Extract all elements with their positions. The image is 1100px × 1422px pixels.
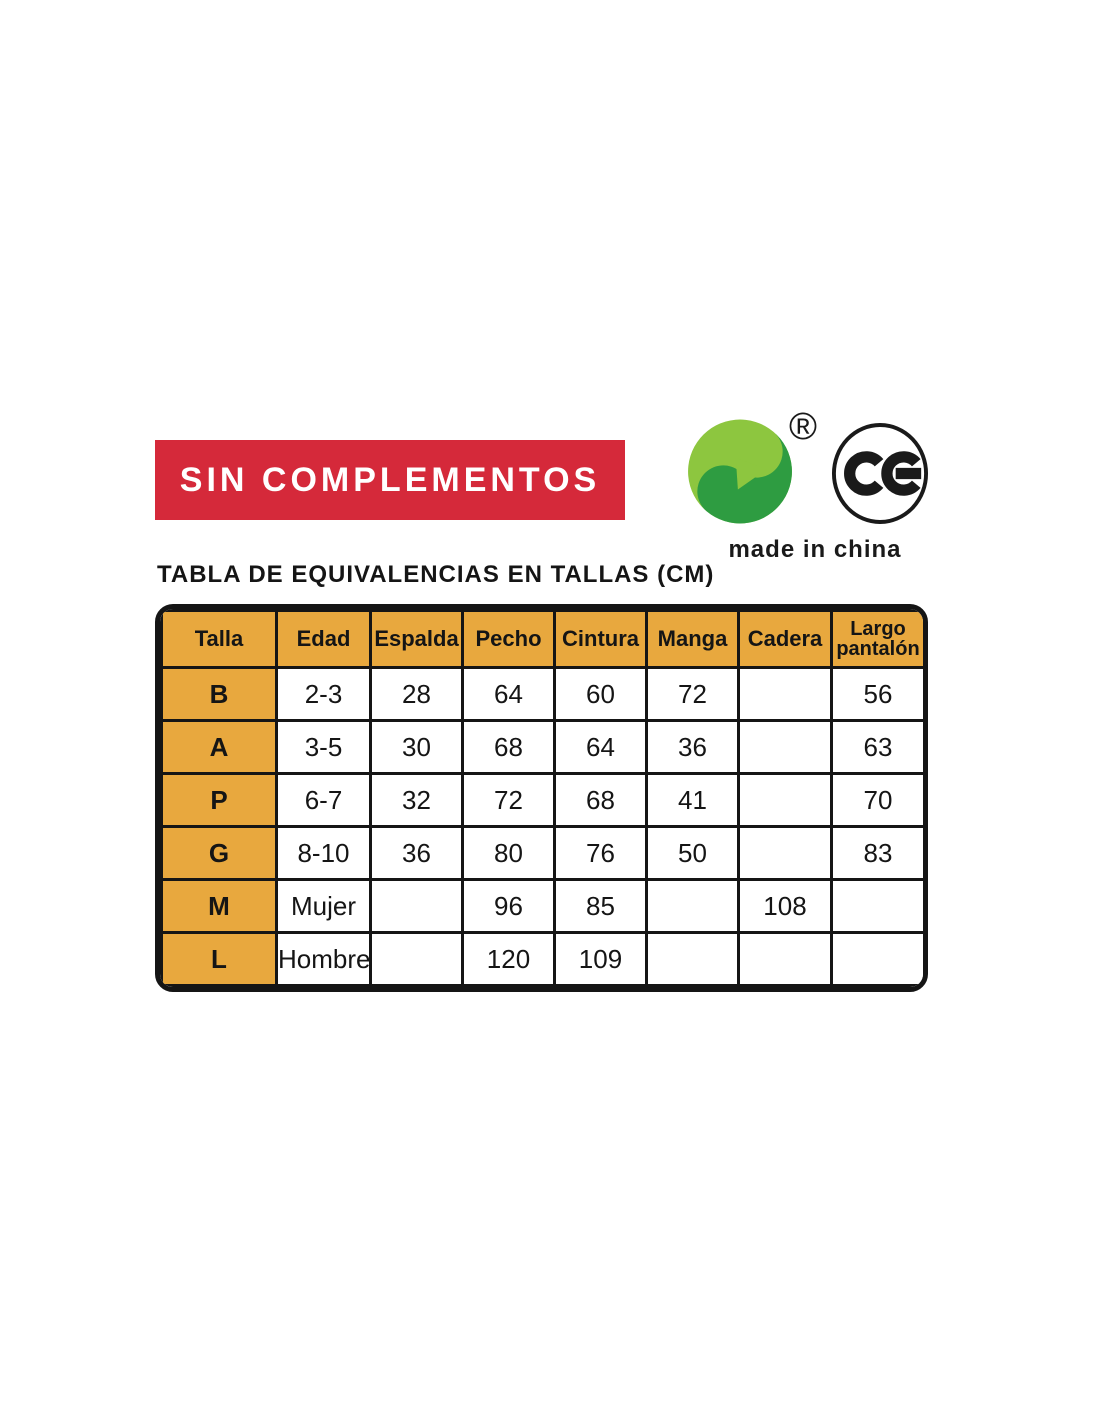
cell-pecho: 68 [461,719,556,775]
cell-pecho: 72 [461,772,556,828]
row-label: A [160,719,278,775]
cell-edad: 6-7 [275,772,372,828]
cell-espalda: 28 [369,666,464,722]
cell-edad: 2-3 [275,666,372,722]
cell-edad: Hombre [275,931,372,987]
cell-espalda: 36 [369,825,464,881]
cell-cadera [737,772,833,828]
cell-manga: 50 [645,825,740,881]
cell-espalda [369,931,464,987]
cell-largo: 63 [830,719,923,775]
cell-cintura: 60 [553,666,648,722]
size-equivalence-table: Talla Edad Espalda Pecho Cintura Manga C… [155,604,928,992]
table-row-g: G 8-10 36 80 76 50 83 [160,825,923,881]
row-label: B [160,666,278,722]
cell-largo [830,878,923,934]
table-row-m: M Mujer 96 85 108 [160,878,923,934]
column-header-edad: Edad [275,609,372,669]
header-row: Talla Edad Espalda Pecho Cintura Manga C… [160,609,923,669]
column-header-manga: Manga [645,609,740,669]
cell-espalda: 32 [369,772,464,828]
banner: SIN COMPLEMENTOS [155,440,625,520]
table-row-a: A 3-5 30 68 64 36 63 [160,719,923,775]
table-row-p: P 6-7 32 72 68 41 70 [160,772,923,828]
cell-cadera: 108 [737,878,833,934]
cell-cintura: 109 [553,931,648,987]
cell-pecho: 80 [461,825,556,881]
cell-cadera [737,825,833,881]
cell-pecho: 64 [461,666,556,722]
row-label: M [160,878,278,934]
cell-espalda [369,878,464,934]
cell-largo: 56 [830,666,923,722]
row-label: P [160,772,278,828]
cell-manga [645,931,740,987]
cell-pecho: 96 [461,878,556,934]
table-row-l: L Hombre 120 109 [160,931,923,987]
cell-manga: 41 [645,772,740,828]
cell-cadera [737,719,833,775]
column-header-largo-pantalon: Largo pantalón [830,609,923,669]
cell-cadera [737,931,833,987]
made-in-china-label: made in china [728,536,902,563]
cell-pecho: 120 [461,931,556,987]
cell-cadera [737,666,833,722]
cell-largo: 83 [830,825,923,881]
ce-mark-icon: CE [831,421,929,526]
registered-trademark-icon: ® [789,406,817,448]
column-header-espalda: Espalda [369,609,464,669]
row-label: G [160,825,278,881]
row-label: L [160,931,278,987]
table-row-b: B 2-3 28 64 60 72 56 [160,666,923,722]
cell-largo: 70 [830,772,923,828]
column-header-pecho: Pecho [461,609,556,669]
size-table-title: TABLA DE EQUIVALENCIAS EN TALLAS (CM) [157,561,715,588]
banner-label: SIN COMPLEMENTOS [179,460,601,499]
cell-manga [645,878,740,934]
cell-manga: 36 [645,719,740,775]
column-header-cadera: Cadera [737,609,833,669]
green-dot-recycling-icon [687,418,793,525]
cell-largo [830,931,923,987]
cell-manga: 72 [645,666,740,722]
column-header-cintura: Cintura [553,609,648,669]
cell-cintura: 85 [553,878,648,934]
column-header-talla: Talla [160,609,278,669]
cell-edad: 3-5 [275,719,372,775]
cell-cintura: 68 [553,772,648,828]
cell-espalda: 30 [369,719,464,775]
cell-cintura: 76 [553,825,648,881]
cell-edad: 8-10 [275,825,372,881]
cell-cintura: 64 [553,719,648,775]
ce-mark-label: CE [831,526,832,527]
cell-edad: Mujer [275,878,372,934]
